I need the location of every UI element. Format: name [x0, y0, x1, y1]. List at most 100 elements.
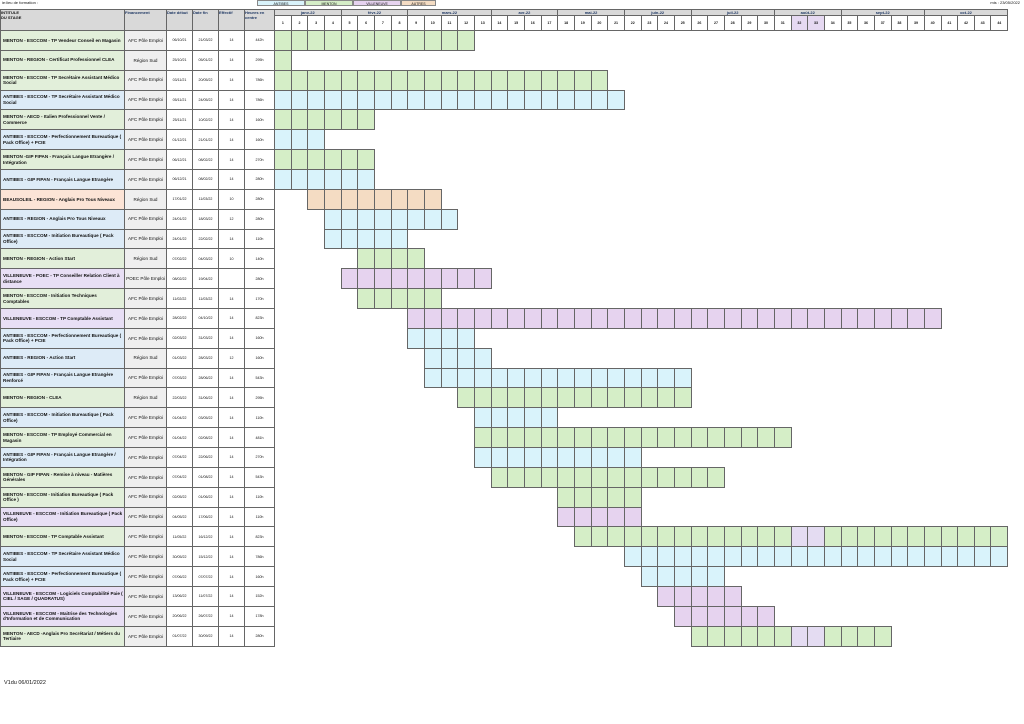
- week-cell: [758, 70, 775, 90]
- week-cell: [324, 388, 341, 408]
- week-cell: [741, 229, 758, 249]
- week-cell: [708, 110, 725, 130]
- week-cell: [891, 428, 908, 448]
- week-cell: [524, 130, 541, 150]
- week-cell: [658, 31, 675, 51]
- end-cell: 11/03/22: [192, 288, 219, 310]
- week-cell: [275, 368, 292, 388]
- week-cell: [424, 130, 441, 150]
- start-cell: 07/02/22: [166, 248, 193, 270]
- week-cell: [891, 110, 908, 130]
- week-cell: [341, 487, 358, 507]
- week-cell: [558, 626, 575, 646]
- funding-cell: AFC Pôle Emploi: [124, 30, 167, 51]
- course-title: ANTIBES - ESCCOM - Perfectionnement Bure…: [0, 566, 125, 588]
- week-cell: [941, 209, 958, 229]
- week-cell: [941, 289, 958, 309]
- week-cell: [624, 626, 641, 646]
- week-cell: [574, 289, 591, 309]
- week-cell: [424, 527, 441, 547]
- week-cell: [407, 89, 425, 111]
- week-cell: [924, 170, 941, 190]
- week-cell: [958, 110, 975, 130]
- week-cell: [391, 50, 408, 70]
- hours-cell: 160h: [244, 109, 275, 131]
- week-cell: [991, 31, 1008, 51]
- week-cell: [641, 189, 658, 209]
- week-cell: [891, 507, 908, 527]
- week-cell: [591, 289, 608, 309]
- hours-cell: 786h: [244, 546, 275, 568]
- week-cell: [773, 308, 792, 329]
- week-cell: [658, 130, 675, 150]
- effectif-cell: 14: [218, 49, 245, 71]
- week-cell: [691, 70, 708, 90]
- week-cell: [308, 428, 325, 448]
- week-cell: [508, 626, 525, 646]
- week-cell: [791, 269, 808, 289]
- week-cell: [391, 567, 408, 587]
- week-header: 10: [423, 15, 442, 31]
- week-cell: [841, 209, 858, 229]
- week-cell: [641, 408, 658, 428]
- week-cell: [391, 368, 408, 388]
- week-cell: [424, 606, 441, 626]
- week-cell: [474, 487, 491, 507]
- week-cell: [624, 269, 641, 289]
- week-header: 12: [457, 15, 475, 31]
- week-cell: [857, 546, 875, 568]
- week-cell: [991, 408, 1008, 428]
- table-row: ANTIBES - ESCCOM - Initiation Bureautiqu…: [0, 228, 1008, 250]
- week-cell: [574, 269, 591, 289]
- week-cell: [473, 367, 492, 389]
- week-cell: [424, 150, 441, 170]
- week-cell: [774, 606, 791, 626]
- week-cell: [658, 448, 675, 468]
- week-cell: [341, 368, 358, 388]
- week-cell: [324, 249, 341, 269]
- week-cell: [374, 626, 391, 646]
- week-cell: [974, 606, 991, 626]
- week-cell: [307, 30, 325, 51]
- week-cell: [690, 625, 709, 647]
- week-cell: [390, 69, 409, 91]
- week-cell: [690, 427, 709, 449]
- week-cell: [373, 89, 392, 111]
- week-cell: [341, 328, 358, 348]
- week-cell: [491, 50, 508, 70]
- week-cell: [674, 269, 691, 289]
- week-cell: [974, 587, 991, 607]
- week-cell: [707, 526, 725, 548]
- hours-cell: 280h: [244, 268, 275, 290]
- week-cell: [874, 269, 891, 289]
- week-cell: [573, 308, 592, 329]
- week-cell: [674, 448, 691, 468]
- week-cell: [541, 189, 558, 209]
- week-cell: [324, 269, 341, 289]
- week-cell: [641, 90, 658, 110]
- week-cell: [440, 327, 459, 349]
- week-cell: [591, 567, 608, 587]
- week-cell: [374, 487, 391, 507]
- week-cell: [275, 209, 292, 229]
- week-cell: [408, 606, 425, 626]
- week-cell: [557, 427, 575, 449]
- week-cell: [958, 408, 975, 428]
- week-cell: [941, 348, 958, 368]
- week-cell: [291, 348, 308, 368]
- week-cell: [524, 50, 541, 70]
- week-cell: [924, 50, 941, 70]
- week-cell: [291, 249, 308, 269]
- week-cell: [973, 526, 992, 548]
- week-cell: [490, 367, 509, 389]
- week-cell: [291, 50, 308, 70]
- week-cell: [624, 70, 641, 90]
- week-cell: [424, 467, 441, 487]
- week-cell: [924, 467, 941, 487]
- week-cell: [524, 170, 541, 190]
- week-cell: [424, 170, 441, 190]
- hours-cell: 160h: [244, 327, 275, 349]
- gantt-table: INTITULE DU STAGE Financement Date début Da…: [0, 9, 1009, 647]
- week-cell: [341, 547, 358, 567]
- week-cell: [558, 209, 575, 229]
